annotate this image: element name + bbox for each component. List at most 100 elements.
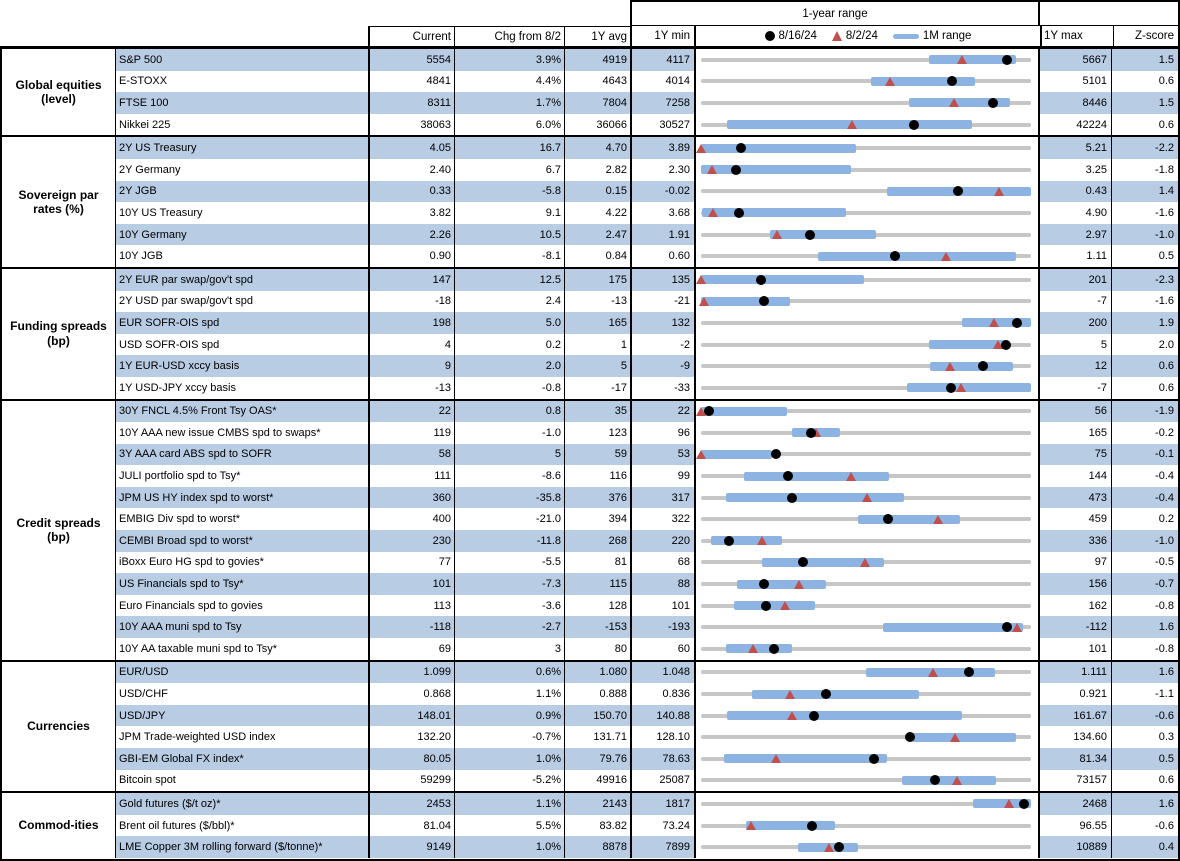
date-8-2-triangle-icon (696, 143, 706, 153)
zscore-value: 0.6 (1111, 769, 1178, 792)
range-chart-cell (694, 836, 1038, 858)
triangle-marker-icon (831, 31, 842, 41)
current-value: 132.20 (368, 726, 454, 748)
range-chart-cell (694, 49, 1038, 71)
range-chart-cell (694, 422, 1038, 444)
date-8-2-triangle-icon (992, 340, 1003, 350)
chg-value: 1.1% (454, 793, 564, 815)
current-value: 1.099 (368, 661, 454, 684)
range-chart-cell (694, 245, 1038, 267)
1y-min-value: -193 (630, 616, 694, 639)
range-chart-cell (694, 486, 1038, 509)
zscore-value: -1.0 (1111, 530, 1178, 552)
chg-value: 3.9% (454, 49, 564, 71)
1y-max-value: 161.67 (1038, 704, 1111, 727)
current-value: -18 (368, 290, 454, 313)
table-row: LME Copper 3M rolling forward ($/tonne)*… (116, 836, 1178, 858)
one-month-range-bar (701, 143, 857, 153)
range-track (701, 603, 1031, 608)
date-8-2-triangle-icon (933, 514, 944, 524)
1y-min-value: 2.30 (630, 158, 694, 181)
date-8-2-triangle-icon (748, 644, 759, 654)
table-row: 10Y US Treasury 3.82 9.1 4.22 3.68 4.90 -1.6 (116, 202, 1178, 224)
zscore-value: -1.9 (1111, 400, 1178, 423)
1y-avg-value: 83.82 (564, 814, 630, 837)
instrument-label: 2Y USD par swap/gov't spd (119, 295, 253, 308)
1y-min-value: 0.60 (630, 245, 694, 267)
current-value: 69 (368, 638, 454, 660)
instrument-label: Euro Financials spd to govies (119, 599, 263, 612)
1y-avg-value: 150.70 (564, 704, 630, 727)
instrument-label: JPM US HY index spd to worst* (116, 486, 368, 509)
legend: 8/16/24 8/2/24 1M range (694, 26, 1040, 46)
range-chart-cell (694, 683, 1038, 705)
zscore-value: -1.0 (1111, 223, 1178, 246)
1y-max-value: 5101 (1038, 70, 1111, 93)
table-row: USD/CHF 0.868 1.1% 0.888 0.836 0.921 -1.1 (116, 683, 1178, 705)
1y-min-value: -21 (630, 290, 694, 313)
table-row: EMBIG Div spd to worst* 400 -21.0 394 322 459… (116, 508, 1178, 531)
1y-max-value: 10889 (1038, 836, 1111, 858)
range-track (701, 801, 1031, 806)
col-header-chg-from-8-2: Chg from 8/2 (454, 26, 564, 46)
table-row: JPM US HY index spd to worst* 360 -35.8 376… (116, 486, 1178, 509)
chg-value: -8.6 (454, 465, 564, 487)
date-8-2-triangle-icon (949, 732, 960, 742)
date-8-2-triangle-icon (698, 296, 709, 306)
dot-marker-icon (764, 31, 775, 41)
date-8-16-dot-icon (1001, 622, 1012, 633)
1y-max-value: 1.11 (1038, 245, 1111, 267)
range-chart-cell (694, 793, 1038, 815)
table-row: S&P 500 5554 3.9% 4919 4117 5667 1.5 (116, 49, 1178, 71)
1y-min-value: 132 (630, 312, 694, 334)
current-value: 4841 (368, 70, 454, 93)
instrument-label: 2Y US Treasury (116, 137, 368, 159)
range-track (701, 845, 1031, 850)
1y-avg-value: 8878 (564, 836, 630, 858)
range-track (701, 146, 1031, 151)
chg-value: -1.0 (454, 422, 564, 444)
instrument-label: US Financials spd to Tsy* (116, 573, 368, 595)
zscore-value: -0.6 (1111, 704, 1178, 727)
date-8-2-triangle-icon (1004, 799, 1015, 809)
chg-value: -3.6 (454, 594, 564, 617)
1y-max-value: 2.97 (1038, 223, 1111, 246)
date-8-16-dot-icon (756, 274, 767, 285)
current-value: 3.82 (368, 202, 454, 224)
one-month-range-bar (928, 340, 1008, 350)
1y-avg-value: 4.22 (564, 202, 630, 224)
1y-min-value: 101 (630, 594, 694, 617)
range-chart-cell (694, 333, 1038, 356)
zscore-value: 2.0 (1111, 333, 1178, 356)
1y-min-value: 88 (630, 573, 694, 595)
instrument-label: 2Y EUR par swap/gov't spd (116, 268, 368, 291)
1y-min-value: -2 (630, 333, 694, 356)
zscore-value: -0.5 (1111, 551, 1178, 574)
header-spacer-cell (1040, 0, 1113, 26)
1y-avg-value: 0.15 (564, 180, 630, 203)
range-chart-cell (694, 573, 1038, 595)
1y-avg-value: 4.70 (564, 137, 630, 159)
1y-max-value: 336 (1038, 530, 1111, 552)
date-8-16-dot-icon (1012, 317, 1023, 328)
range-track (701, 210, 1031, 215)
1y-avg-value: -153 (564, 616, 630, 639)
1y-min-value: -9 (630, 355, 694, 377)
1y-min-value: 3.68 (630, 202, 694, 224)
range-chart-cell (694, 726, 1038, 748)
zscore-value: 0.5 (1111, 748, 1178, 770)
one-month-range-bar (737, 579, 827, 589)
one-month-range-bar (701, 208, 847, 218)
group-label: Currencies (2, 661, 116, 792)
range-track (701, 167, 1031, 172)
one-month-range-bar (725, 644, 792, 654)
group-label: Global equities (level) (2, 49, 116, 136)
date-8-16-dot-icon (868, 753, 879, 764)
instrument-label: 10Y JGB (119, 250, 163, 263)
range-track (701, 538, 1031, 543)
zscore-value: -1.6 (1111, 290, 1178, 313)
table-row: EUR/USD 1.099 0.6% 1.080 1.048 1.111 1.6 (116, 661, 1178, 684)
current-value: 59299 (368, 769, 454, 792)
one-month-range-bar (902, 775, 997, 785)
chg-value: -0.7% (454, 726, 564, 748)
